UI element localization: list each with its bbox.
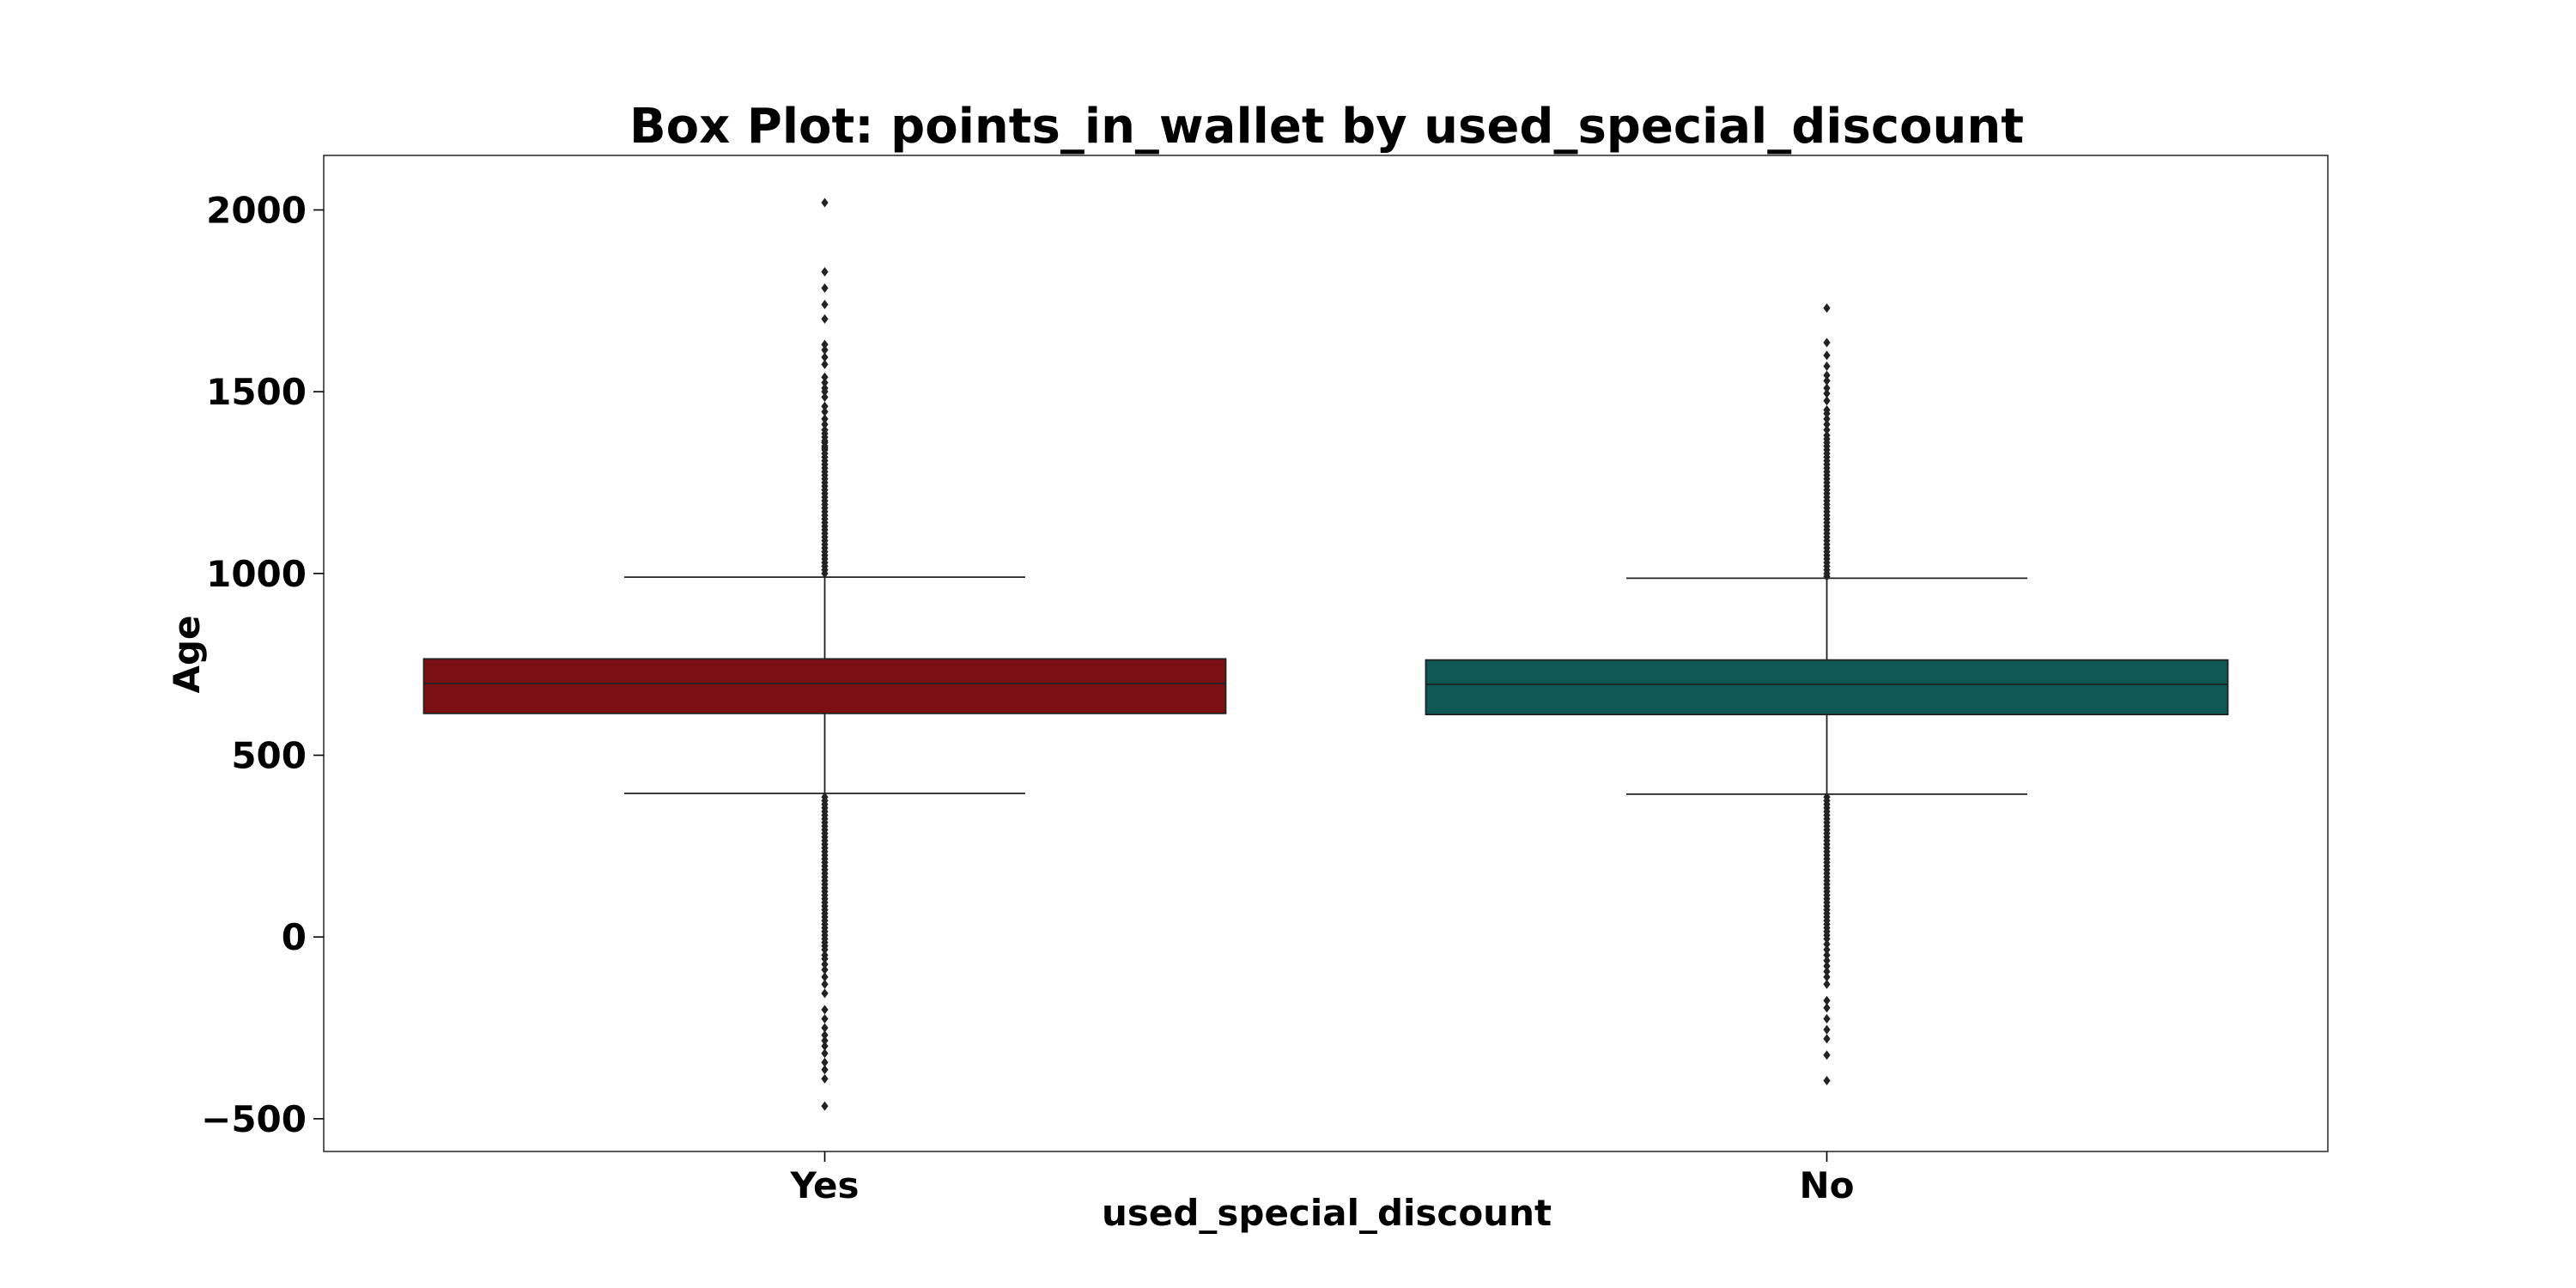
outlier-point: [821, 1101, 829, 1111]
outlier-point: [1823, 995, 1831, 1005]
x-tick-label: No: [1799, 1164, 1854, 1206]
outlier-point: [821, 406, 829, 416]
outlier-point: [1823, 966, 1831, 976]
outlier-point: [821, 1005, 829, 1015]
outlier-point: [1823, 409, 1831, 419]
outlier-point: [1823, 383, 1831, 393]
outlier-point: [821, 1073, 829, 1084]
outlier-point: [821, 414, 829, 424]
outlier-point: [821, 378, 829, 388]
outlier-point: [821, 386, 829, 397]
outlier-point: [821, 339, 829, 349]
outlier-point: [821, 1057, 829, 1067]
iqr-box: [1425, 659, 2229, 716]
outlier-point: [821, 344, 829, 355]
outlier-point: [1823, 1003, 1831, 1013]
outlier-point: [821, 568, 829, 579]
y-tick-label: 2000: [206, 190, 307, 232]
outlier-point: [1823, 303, 1831, 313]
outlier-point: [1823, 961, 1831, 971]
outlier-point: [1823, 419, 1831, 429]
chart-title: Box Plot: points_in_wallet by used_speci…: [629, 99, 2024, 155]
outlier-point: [821, 266, 829, 276]
y-tick-label: 500: [231, 735, 307, 777]
outlier-point: [1823, 414, 1831, 424]
y-tick-label: −500: [201, 1098, 307, 1140]
outlier-point: [1823, 571, 1831, 581]
outlier-point: [821, 1030, 829, 1041]
outlier-point: [821, 1036, 829, 1046]
outlier-point: [821, 392, 829, 403]
outlier-point: [821, 959, 829, 969]
outlier-point: [1823, 425, 1831, 435]
outlier-point: [1823, 375, 1831, 386]
outlier-point: [821, 954, 829, 964]
outlier-point: [1823, 1024, 1831, 1035]
outlier-point: [1823, 1034, 1831, 1044]
outlier-point: [821, 945, 829, 955]
outlier-point: [821, 972, 829, 982]
y-axis-label: Age: [166, 615, 208, 693]
outlier-point: [821, 352, 829, 362]
outlier-point: [821, 197, 829, 208]
outlier-point: [821, 359, 829, 369]
outlier-point: [1823, 337, 1831, 348]
y-tick-label: 1000: [206, 553, 307, 595]
outlier-point: [1823, 1050, 1831, 1060]
outlier-point: [821, 1023, 829, 1033]
outlier-point: [821, 283, 829, 294]
outlier-point: [1823, 933, 1831, 944]
y-axis-ticks: −500 0 500 1000 1500 2000: [201, 190, 324, 1140]
outlier-point: [821, 419, 829, 429]
outlier-point: [821, 964, 829, 975]
outlier-point: [1823, 956, 1831, 966]
outlier-point: [821, 401, 829, 411]
outlier-point: [1823, 1075, 1831, 1085]
x-axis-label: used_special_discount: [1102, 1192, 1552, 1234]
outlier-point: [1823, 350, 1831, 361]
outlier-point: [821, 1041, 829, 1051]
box-group-yes: [422, 197, 1227, 1111]
outlier-point: [1823, 1013, 1831, 1024]
outlier-point: [821, 979, 829, 989]
outlier-point: [1823, 396, 1831, 406]
outlier-point: [821, 988, 829, 999]
outlier-point: [1823, 939, 1831, 950]
box-group-no: [1425, 303, 2229, 1085]
x-axis-ticks: Yes No: [789, 1151, 1855, 1206]
outlier-point: [821, 1013, 829, 1024]
outlier-point: [821, 372, 829, 382]
y-tick-label: 1500: [206, 371, 307, 413]
outlier-point: [1823, 979, 1831, 989]
outlier-point: [821, 1048, 829, 1059]
outlier-point: [1823, 370, 1831, 380]
outlier-point: [1823, 388, 1831, 398]
outlier-point: [1823, 972, 1831, 982]
outlier-point: [1823, 361, 1831, 372]
outlier-point: [821, 300, 829, 310]
outlier-point: [821, 1065, 829, 1075]
plot-area-frame: [323, 155, 2329, 1152]
boxes-layer: [422, 197, 2229, 1111]
y-tick-label: 0: [282, 916, 307, 958]
outlier-point: [1823, 945, 1831, 955]
iqr-box: [422, 658, 1227, 714]
outlier-point: [821, 314, 829, 325]
outlier-point: [1823, 950, 1831, 960]
x-tick-label: Yes: [789, 1164, 859, 1206]
